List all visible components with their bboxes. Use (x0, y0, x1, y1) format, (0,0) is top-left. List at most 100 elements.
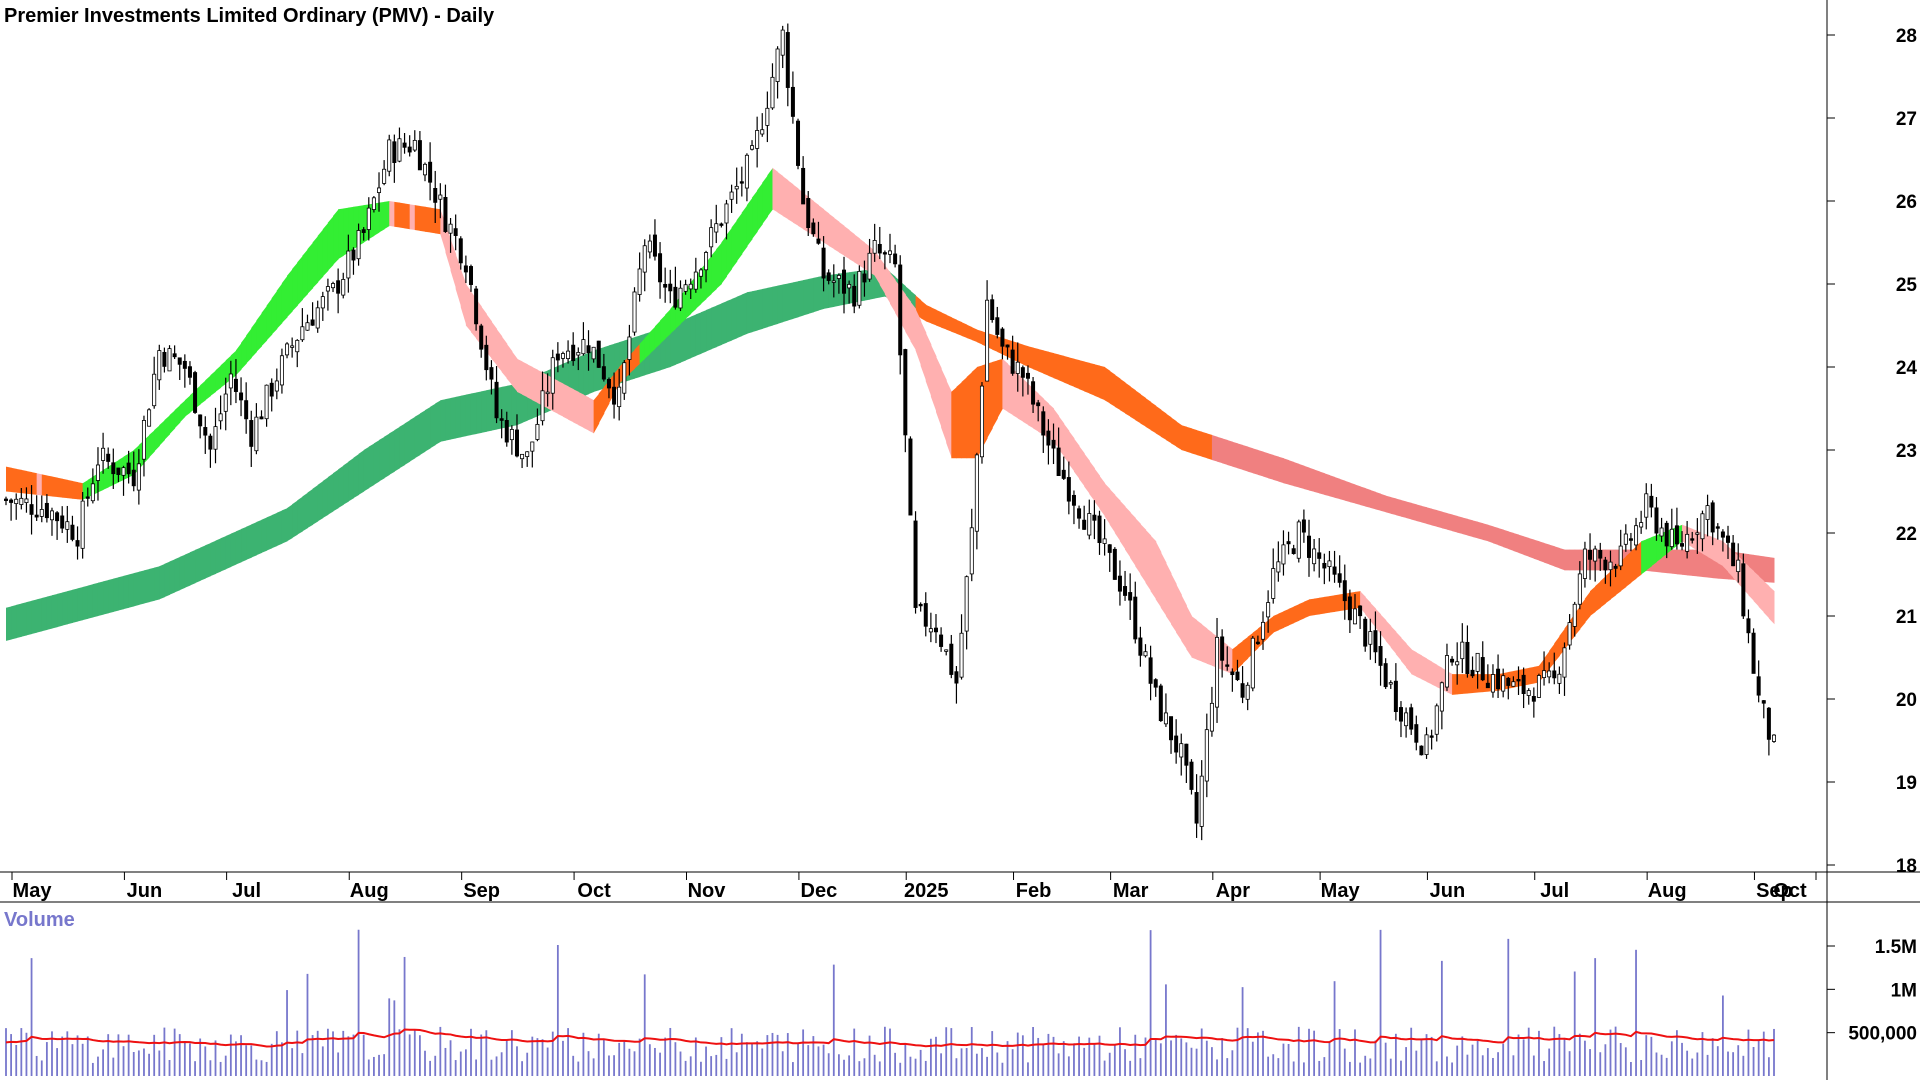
candle-body (1690, 538, 1695, 541)
candle-body (131, 469, 136, 487)
long-band-segment (1467, 518, 1474, 537)
candle-body (494, 381, 499, 419)
short-band-segment (849, 230, 855, 263)
candle-body (1511, 681, 1516, 687)
long-band-segment (588, 350, 595, 395)
candle-body (1536, 675, 1541, 698)
short-band-segment (1298, 601, 1305, 621)
short-band-segment (910, 301, 917, 351)
long-band-segment (1048, 351, 1055, 379)
candle-body (1628, 538, 1633, 541)
candle-body (959, 632, 964, 678)
long-band-segment (767, 286, 773, 328)
candle-body (336, 280, 341, 294)
short-band-segment (501, 336, 508, 379)
short-band-segment (230, 350, 237, 380)
candle-body (1654, 507, 1659, 534)
short-band-segment (174, 405, 181, 429)
candle-body (571, 344, 576, 362)
long-band-segment (317, 480, 324, 522)
candle-body (1726, 535, 1731, 543)
candle-body (1358, 605, 1363, 617)
long-band-segment (1360, 486, 1366, 507)
long-band-segment (1104, 367, 1111, 404)
long-band-segment (1257, 450, 1264, 477)
candle-body (1117, 575, 1122, 592)
candle-body (1066, 477, 1071, 502)
long-band-segment (230, 531, 237, 567)
short-band-segment (506, 343, 513, 386)
short-band-segment (1309, 598, 1315, 616)
short-band-segment (1768, 586, 1775, 625)
long-band-segment (21, 602, 27, 637)
long-band-segment (700, 310, 707, 354)
short-band-segment (1472, 674, 1479, 694)
candle-body (1480, 657, 1485, 681)
candle-body (678, 287, 683, 309)
candle-body (1439, 682, 1444, 712)
short-band-segment (302, 249, 308, 300)
candle-body (647, 240, 652, 253)
short-band-segment (430, 207, 436, 234)
candle-body (1179, 743, 1184, 758)
candle-body (663, 284, 668, 288)
price-tick-label: 27 (1896, 109, 1917, 130)
candle-body (1169, 716, 1174, 741)
candle-body (1378, 646, 1383, 666)
long-band-segment (1288, 460, 1295, 487)
short-band-segment (1084, 453, 1090, 494)
long-band-segment (1145, 397, 1152, 431)
price-tick-label: 21 (1896, 607, 1918, 628)
short-band-segment (1196, 620, 1203, 662)
candle-body (642, 245, 647, 273)
candle-body (1046, 430, 1051, 446)
short-band-segment (1651, 535, 1657, 567)
short-band-segment (1528, 666, 1535, 685)
candle-body (1567, 622, 1572, 646)
candle-body (295, 339, 300, 353)
short-band-segment (603, 380, 610, 414)
long-band-segment (1758, 555, 1765, 583)
candle-body (1240, 683, 1245, 698)
long-band-segment (1324, 473, 1330, 497)
candle-body (673, 286, 678, 308)
long-band-segment (670, 323, 676, 367)
long-band-segment (430, 403, 436, 449)
short-band-segment (828, 213, 835, 250)
short-band-segment (1641, 539, 1647, 575)
candle-body (1368, 631, 1373, 645)
short-band-segment (1390, 625, 1397, 655)
short-band-segment (1191, 616, 1198, 660)
candle-body (264, 384, 269, 420)
candle-body (1184, 743, 1189, 766)
candle-body (1424, 734, 1429, 755)
candle-body (95, 464, 100, 481)
short-band-segment (379, 201, 385, 233)
long-band-segment (327, 473, 334, 515)
long-band-segment (445, 397, 452, 441)
short-band-segment (874, 250, 881, 286)
long-band-segment (1278, 456, 1284, 484)
short-band-segment (1646, 537, 1652, 571)
candle-body (177, 357, 182, 365)
long-band-segment (322, 477, 329, 519)
short-band-segment (241, 335, 247, 370)
volume-average-line (5, 1028, 1775, 1048)
candle-body (1286, 541, 1291, 545)
candle-body (1209, 702, 1214, 732)
candle-body (412, 139, 417, 151)
long-band-segment (1058, 354, 1065, 383)
short-band-segment (522, 361, 528, 398)
long-band-segment (271, 512, 278, 549)
candle-body (1148, 657, 1153, 684)
short-band-segment (1145, 529, 1152, 592)
long-band-segment (813, 276, 819, 313)
candle-body (872, 240, 877, 254)
candle-body (85, 496, 90, 499)
candle-body (162, 351, 167, 367)
candle-body (903, 349, 908, 436)
short-band-segment (1579, 598, 1586, 630)
candle-body (1490, 674, 1495, 693)
long-band-segment (1176, 421, 1182, 450)
